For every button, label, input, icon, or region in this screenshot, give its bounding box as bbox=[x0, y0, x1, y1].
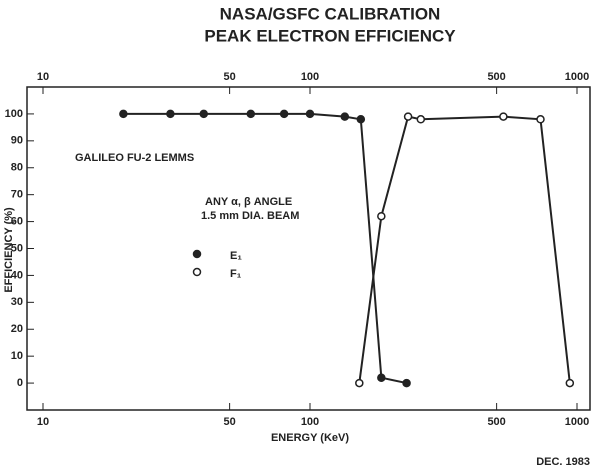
series-line bbox=[123, 112, 407, 385]
data-point bbox=[355, 378, 364, 388]
y-tick-label: 80 bbox=[11, 162, 23, 174]
x-tick-label-top: 50 bbox=[223, 71, 235, 83]
data-point bbox=[499, 112, 508, 121]
data-point bbox=[565, 378, 575, 388]
legend-label: F₁ bbox=[230, 268, 242, 280]
x-tick-label: 500 bbox=[487, 416, 505, 428]
legend-label: E₁ bbox=[230, 250, 242, 262]
y-tick-label: 20 bbox=[11, 323, 23, 335]
data-point bbox=[246, 109, 256, 119]
data-point bbox=[403, 112, 413, 121]
y-axis-label: EFFICIENCY (%) bbox=[3, 207, 15, 293]
annotation: GALILEO FU-2 LEMMS bbox=[75, 152, 194, 164]
data-point bbox=[377, 211, 386, 221]
series-line bbox=[358, 115, 571, 384]
y-tick-label: 0 bbox=[17, 377, 23, 389]
y-tick-label: 70 bbox=[11, 189, 23, 201]
y-tick-label: 60 bbox=[11, 215, 23, 227]
chart-title: NASA/GSFC CALIBRATION bbox=[220, 4, 441, 23]
x-tick-label-top: 100 bbox=[301, 71, 319, 83]
x-tick-label-top: 500 bbox=[487, 71, 505, 83]
x-tick-label: 10 bbox=[37, 416, 49, 428]
data-point bbox=[305, 109, 315, 119]
data-point bbox=[166, 109, 175, 119]
data-point bbox=[536, 115, 545, 124]
data-point bbox=[416, 115, 426, 124]
plot-frame bbox=[26, 86, 591, 411]
legend-marker bbox=[192, 267, 202, 277]
x-axis-label: ENERGY (KeV) bbox=[271, 432, 349, 444]
data-point bbox=[340, 112, 350, 121]
annotation: DEC. 1983 bbox=[536, 456, 590, 468]
annotation: 1.5 mm DIA. BEAM bbox=[201, 210, 299, 222]
chart-subtitle: PEAK ELECTRON EFFICIENCY bbox=[204, 26, 456, 45]
y-tick-label: 10 bbox=[11, 350, 23, 362]
x-tick-label-top: 1000 bbox=[565, 71, 589, 83]
x-tick-label: 100 bbox=[301, 416, 319, 428]
y-tick-label: 50 bbox=[11, 242, 23, 254]
data-point bbox=[119, 109, 128, 119]
y-tick-label: 30 bbox=[11, 296, 23, 308]
y-tick-label: 90 bbox=[11, 135, 23, 147]
y-tick-label: 100 bbox=[5, 108, 23, 120]
annotation: ANY α, β ANGLE bbox=[205, 196, 292, 208]
x-tick-label: 50 bbox=[223, 416, 235, 428]
data-point bbox=[356, 115, 366, 124]
data-point bbox=[279, 109, 289, 119]
data-point bbox=[377, 373, 386, 382]
x-tick-label: 1000 bbox=[565, 416, 589, 428]
x-tick-label-top: 10 bbox=[37, 71, 49, 83]
data-point bbox=[199, 109, 209, 119]
legend-marker bbox=[192, 249, 202, 259]
data-point bbox=[402, 378, 411, 388]
y-tick-label: 40 bbox=[11, 269, 23, 281]
